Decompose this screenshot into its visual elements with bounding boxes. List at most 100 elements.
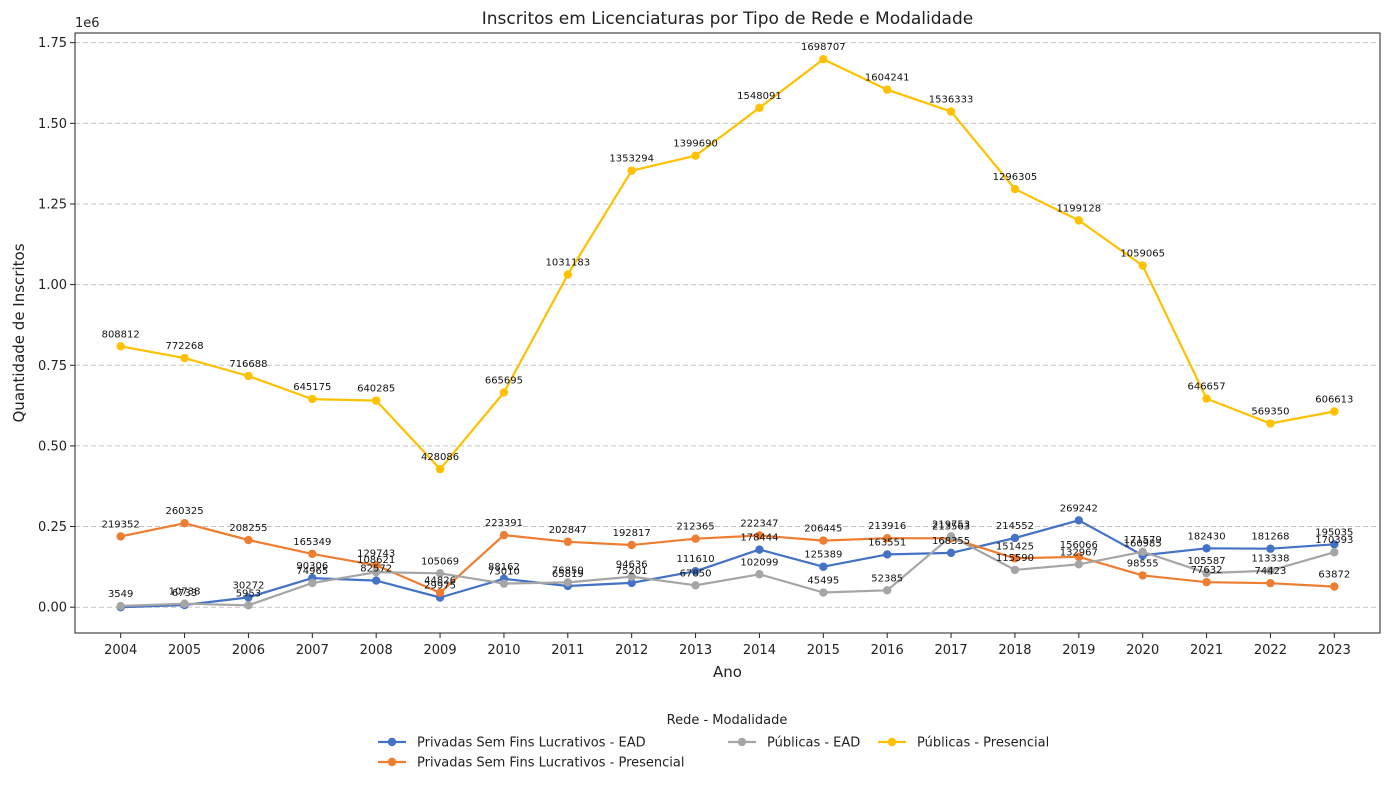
data-label: 111610 [676,554,714,565]
x-tick-label: 2009 [424,643,457,658]
legend-item-4: Públicas - Presencial [878,736,1049,751]
x-tick-label: 2006 [232,643,265,658]
data-label: 44826 [424,576,456,587]
x-tick-label: 2022 [1254,643,1287,658]
data-point [819,536,828,545]
data-label: 171579 [1124,535,1162,546]
data-label: 77632 [1191,565,1223,576]
data-point [819,588,828,597]
data-point [371,561,381,570]
data-label: 569350 [1251,407,1289,418]
data-point [882,586,892,595]
y-tick-label: 0.75 [38,359,67,374]
data-label: 45495 [807,576,839,587]
data-point [755,545,764,554]
x-tick-label: 2013 [679,643,712,658]
data-label: 113338 [1251,554,1289,565]
x-tick-label: 2018 [998,643,1031,658]
data-point [116,601,125,611]
data-point [1202,568,1211,578]
data-label: 160985 [1124,538,1162,549]
x-tick-label: 2016 [871,643,904,658]
data-label: 716688 [229,359,267,370]
data-label: 63872 [1318,570,1350,581]
data-label: 772268 [165,341,203,352]
data-label: 1604241 [865,73,910,84]
data-point [116,532,125,541]
plot-frame [74,32,1381,634]
data-point [371,396,381,405]
data-point [499,579,509,588]
data-point [1010,565,1020,575]
data-label: 606613 [1315,395,1353,406]
data-label: 192817 [613,528,651,539]
legend-label: Públicas - EAD [767,736,860,751]
data-label: 1536333 [929,95,974,106]
x-tick-label: 2004 [104,643,137,658]
legend-swatch-marker [387,757,397,767]
data-point [435,569,445,578]
y-scale-label: 1e6 [75,16,100,31]
data-label: 808812 [102,329,140,340]
data-label: 1031183 [546,258,591,269]
x-tick-label: 2021 [1190,643,1223,658]
data-point [308,578,317,588]
data-point [563,578,573,587]
data-label: 213916 [868,521,906,532]
data-point [371,576,381,585]
legend-label: Privadas Sem Fins Lucrativos - Presencia… [417,756,685,771]
data-label: 1059065 [1120,249,1165,260]
data-label: 222347 [740,518,778,529]
data-point [1010,533,1020,543]
data-point [1202,394,1211,403]
data-point [1138,547,1147,557]
data-label: 88162 [488,562,520,573]
legend-label: Públicas - Presencial [917,736,1049,751]
data-label: 428086 [421,452,459,463]
legend-item-3: Públicas - EAD [728,736,860,751]
data-label: 105587 [1187,556,1225,567]
data-point [499,530,509,540]
data-point [691,151,700,160]
data-label: 10738 [169,587,201,598]
series-line [120,519,1335,609]
data-point [1074,216,1084,225]
data-point [1074,560,1084,569]
y-tick-label: 0.25 [38,520,67,535]
data-point [755,570,764,579]
grid-layer [75,42,1380,608]
data-point [308,394,317,404]
data-point [563,537,573,546]
y-tick-label: 1.25 [38,197,67,212]
series-layer [116,55,1339,612]
series-line [120,535,1335,608]
data-point [627,540,636,550]
data-label: 74423 [1255,566,1287,577]
series-3 [116,532,1339,611]
data-label: 29975 [424,581,456,592]
data-point [882,550,892,559]
data-label: 1296305 [993,172,1038,183]
chart-title: Inscritos em Licenciaturas por Tipo de R… [482,9,973,29]
data-point [308,549,317,559]
x-tick-label: 2015 [807,643,840,658]
data-point [1202,544,1211,553]
data-label: 102099 [740,557,778,568]
data-point [691,566,700,576]
data-label: 5953 [236,588,261,599]
data-label: 52385 [871,573,903,584]
data-point [435,464,445,474]
data-point [882,85,892,94]
data-point [627,572,636,581]
data-point [946,532,956,541]
y-tick-label: 0.00 [38,601,67,616]
data-point [1330,548,1339,557]
data-label: 74965 [296,566,328,577]
x-tick-label: 2005 [168,643,201,658]
data-point [946,107,956,116]
legend-item-1: Privadas Sem Fins Lucrativos - EAD [378,736,646,751]
x-tick-label: 2010 [487,643,520,658]
data-point [1202,577,1211,587]
data-point [1266,578,1275,588]
